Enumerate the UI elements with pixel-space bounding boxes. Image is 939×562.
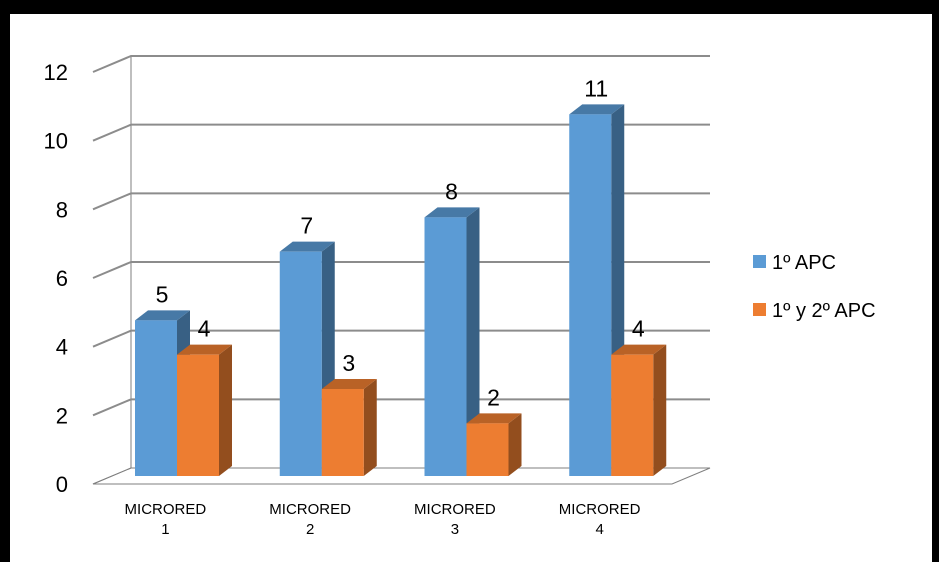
bar-top bbox=[279, 241, 335, 252]
y-tick-label: 6 bbox=[56, 266, 68, 291]
data-label: 8 bbox=[445, 178, 458, 204]
bar-top bbox=[424, 207, 480, 218]
legend-entry: 1º APC bbox=[772, 252, 836, 274]
y-axis-ticks: 0 2 4 6 8 10 12 bbox=[44, 60, 68, 497]
bar-top bbox=[177, 344, 232, 355]
bar-top bbox=[321, 379, 377, 389]
bar-side bbox=[466, 207, 480, 477]
bars bbox=[135, 104, 667, 477]
bar-front bbox=[611, 354, 654, 476]
data-label: 11 bbox=[584, 75, 608, 101]
data-labels: 5 4 7 3 8 2 11 4 bbox=[156, 75, 645, 410]
data-label: 3 bbox=[342, 350, 355, 376]
bar bbox=[424, 207, 480, 477]
bar-side bbox=[219, 344, 232, 476]
chart-floor bbox=[92, 467, 711, 485]
legend: 1º APC 1º y 2º APC bbox=[753, 252, 876, 322]
y-tick-label: 8 bbox=[56, 197, 68, 222]
bar-front bbox=[135, 320, 177, 476]
bar-side bbox=[363, 379, 377, 476]
bar-top bbox=[611, 344, 667, 355]
data-label: 5 bbox=[156, 281, 169, 307]
bar-front bbox=[177, 354, 219, 476]
data-label: 2 bbox=[487, 384, 500, 410]
y-tick-label: 12 bbox=[44, 60, 68, 85]
bar-top bbox=[466, 413, 522, 424]
y-tick-label: 4 bbox=[56, 335, 68, 360]
bar-front bbox=[569, 114, 612, 476]
data-label: 4 bbox=[198, 316, 211, 342]
bar-front bbox=[424, 217, 467, 477]
bar-top bbox=[135, 310, 190, 321]
bar-side bbox=[508, 413, 522, 476]
bar-top bbox=[569, 104, 625, 115]
bar-side bbox=[653, 344, 667, 476]
gridline bbox=[92, 55, 710, 73]
x-tick-label: MICRORED bbox=[125, 501, 207, 518]
bar-front bbox=[321, 389, 364, 476]
data-label: 7 bbox=[300, 213, 313, 239]
bar bbox=[611, 344, 667, 476]
legend-swatch bbox=[753, 303, 766, 316]
x-tick-label: 3 bbox=[451, 521, 459, 538]
y-tick-label: 10 bbox=[44, 129, 68, 154]
legend-swatch bbox=[753, 255, 766, 268]
bar bbox=[321, 379, 377, 476]
x-tick-label: MICRORED bbox=[559, 501, 641, 518]
gridline bbox=[92, 261, 710, 279]
legend-entry: 1º y 2º APC bbox=[772, 300, 876, 322]
gridline bbox=[92, 398, 710, 417]
bar bbox=[177, 344, 232, 476]
bar bbox=[279, 241, 335, 476]
y-tick-label: 2 bbox=[56, 403, 68, 428]
data-label: 4 bbox=[632, 316, 645, 342]
gridline bbox=[92, 329, 710, 348]
x-tick-label: 1 bbox=[161, 521, 169, 538]
x-tick-label: MICRORED bbox=[414, 501, 496, 518]
x-tick-label: MICRORED bbox=[269, 501, 351, 518]
gridlines bbox=[92, 55, 710, 417]
bar-front bbox=[279, 251, 322, 476]
category-labels: MICRORED 1 MICRORED 2 MICRORED 3 MICRORED 4 bbox=[125, 501, 641, 538]
y-tick-label: 0 bbox=[56, 472, 68, 497]
bar bbox=[466, 413, 522, 476]
x-tick-label: 4 bbox=[595, 521, 603, 538]
x-tick-label: 2 bbox=[306, 521, 314, 538]
gridline bbox=[92, 192, 710, 211]
bar-front bbox=[466, 423, 509, 476]
gridline bbox=[92, 123, 710, 142]
